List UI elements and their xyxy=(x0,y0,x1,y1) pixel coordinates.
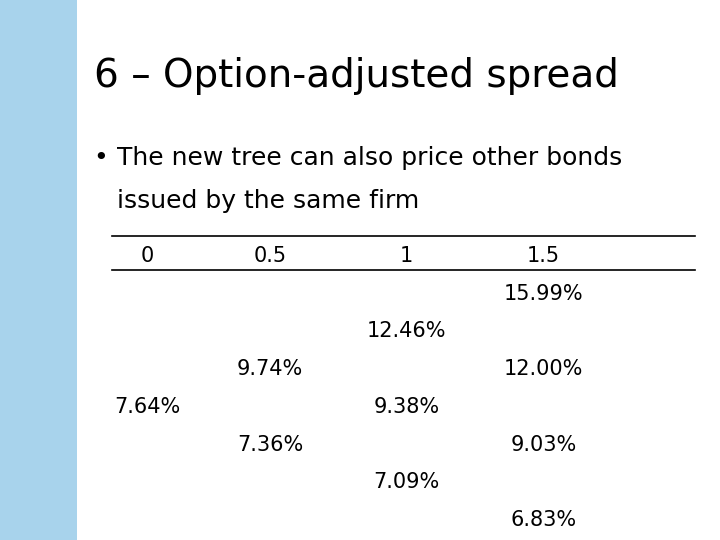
Text: 9.38%: 9.38% xyxy=(374,397,440,417)
Text: 7.09%: 7.09% xyxy=(374,472,440,492)
Text: 6.83%: 6.83% xyxy=(510,510,577,530)
Text: 7.36%: 7.36% xyxy=(237,435,303,455)
Text: 12.00%: 12.00% xyxy=(504,359,583,379)
Text: 1: 1 xyxy=(400,246,413,266)
Text: 12.46%: 12.46% xyxy=(367,321,446,341)
Text: 0: 0 xyxy=(141,246,154,266)
Text: The new tree can also price other bonds: The new tree can also price other bonds xyxy=(117,146,622,170)
Text: 15.99%: 15.99% xyxy=(504,284,583,303)
Text: 7.64%: 7.64% xyxy=(114,397,181,417)
Text: 0.5: 0.5 xyxy=(253,246,287,266)
Text: 9.74%: 9.74% xyxy=(237,359,303,379)
Text: issued by the same firm: issued by the same firm xyxy=(117,189,419,213)
Text: 9.03%: 9.03% xyxy=(510,435,577,455)
Text: 6 – Option-adjusted spread: 6 – Option-adjusted spread xyxy=(94,57,618,94)
Text: 1.5: 1.5 xyxy=(527,246,560,266)
Text: •: • xyxy=(94,146,108,170)
